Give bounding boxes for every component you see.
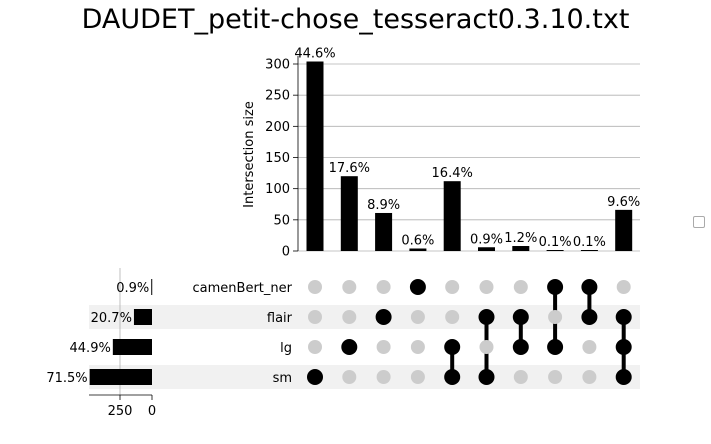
set-size-bar: [133, 309, 152, 325]
matrix-dot-inactive: [582, 370, 597, 384]
matrix-dot-inactive: [479, 280, 494, 294]
matrix-dot-inactive: [342, 310, 357, 324]
intersection-bar: [512, 246, 530, 251]
bar-value-label: 0.1%: [539, 235, 572, 250]
intersection-bar: [409, 248, 427, 251]
set-size-x-tick-label: 0: [148, 404, 156, 419]
matrix-dot-active: [409, 279, 426, 295]
set-name-label: lg: [280, 341, 292, 356]
intersection-bar: [580, 250, 598, 251]
set-size-bar: [151, 279, 153, 295]
set-size-bar: [89, 369, 152, 385]
matrix-dot-active: [512, 309, 529, 325]
matrix-dot-inactive: [308, 280, 322, 294]
matrix-dot-inactive: [410, 340, 425, 354]
matrix-dot-inactive: [513, 280, 528, 294]
matrix-dot-active: [478, 309, 495, 325]
matrix-dot-inactive: [445, 280, 460, 294]
matrix-dot-active: [615, 369, 632, 385]
matrix-dot-active: [547, 339, 564, 355]
matrix-dot-active: [341, 339, 358, 355]
set-size-label: 44.9%: [70, 341, 111, 356]
matrix-dot-inactive: [479, 340, 494, 354]
matrix-dot-inactive: [582, 340, 597, 354]
matrix-dot-active: [615, 339, 632, 355]
matrix-dot-inactive: [342, 280, 357, 294]
set-name-label: flair: [267, 311, 293, 326]
bar-value-label: 0.6%: [401, 234, 434, 249]
matrix-dot-inactive: [548, 310, 563, 324]
matrix-dot-inactive: [513, 370, 528, 384]
matrix-dot-inactive: [410, 370, 425, 384]
legend-checkbox[interactable]: [693, 216, 705, 228]
matrix-dot-inactive: [410, 310, 425, 324]
matrix-dot-active: [444, 339, 461, 355]
intersection-bar: [340, 176, 358, 251]
set-name-label: sm: [273, 371, 292, 386]
intersection-bar: [478, 247, 495, 251]
set-size-bar: [112, 339, 152, 355]
matrix-dot-inactive: [445, 310, 460, 324]
y-tick-label: 200: [265, 120, 290, 135]
matrix-dot-inactive: [308, 340, 322, 354]
matrix-dot-inactive: [308, 310, 322, 324]
matrix-dot-active: [512, 339, 529, 355]
intersection-bar: [443, 181, 461, 251]
set-size-x-tick-label: 250: [108, 404, 133, 419]
matrix-dot-inactive: [376, 280, 391, 294]
bar-value-label: 9.6%: [607, 195, 640, 210]
matrix-dot-active: [581, 279, 598, 295]
matrix-dot-active: [547, 279, 564, 295]
y-tick-label: 150: [265, 151, 290, 166]
bar-value-label: 8.9%: [367, 198, 400, 213]
y-axis-label: Intersection size: [242, 101, 257, 208]
intersection-bar: [615, 209, 633, 251]
matrix-dot-active: [375, 309, 392, 325]
bar-value-label: 0.9%: [470, 232, 503, 247]
set-size-label: 0.9%: [116, 281, 149, 296]
bar-value-label: 17.6%: [329, 161, 370, 176]
matrix-dot-active: [444, 369, 461, 385]
bar-value-label: 1.2%: [504, 231, 537, 246]
intersection-bar: [546, 250, 564, 251]
y-tick-label: 50: [273, 213, 290, 228]
matrix-dot-active: [581, 309, 598, 325]
set-size-label: 71.5%: [46, 371, 87, 386]
bar-value-label: 0.1%: [573, 235, 606, 250]
y-tick-label: 100: [265, 182, 290, 197]
chart-title: DAUDET_petit-chose_tesseract0.3.10.txt: [81, 4, 630, 35]
bar-value-label: 16.4%: [432, 166, 473, 181]
matrix-dot-inactive: [376, 340, 391, 354]
bar-value-label: 44.6%: [294, 47, 335, 62]
matrix-dot-inactive: [548, 370, 563, 384]
matrix-dot-active: [615, 309, 632, 325]
matrix-dot-inactive: [616, 280, 631, 294]
matrix-dot-active: [307, 369, 323, 385]
y-tick-label: 300: [265, 58, 290, 73]
matrix-dot-active: [478, 369, 495, 385]
matrix-dot-inactive: [342, 370, 357, 384]
intersection-bar: [306, 61, 324, 251]
matrix-dot-inactive: [376, 370, 391, 384]
set-size-label: 20.7%: [91, 311, 132, 326]
y-tick-label: 250: [265, 89, 290, 104]
set-name-label: camenBert_ner: [193, 281, 293, 296]
intersection-bar: [375, 212, 393, 251]
y-tick-label: 0: [282, 245, 290, 260]
